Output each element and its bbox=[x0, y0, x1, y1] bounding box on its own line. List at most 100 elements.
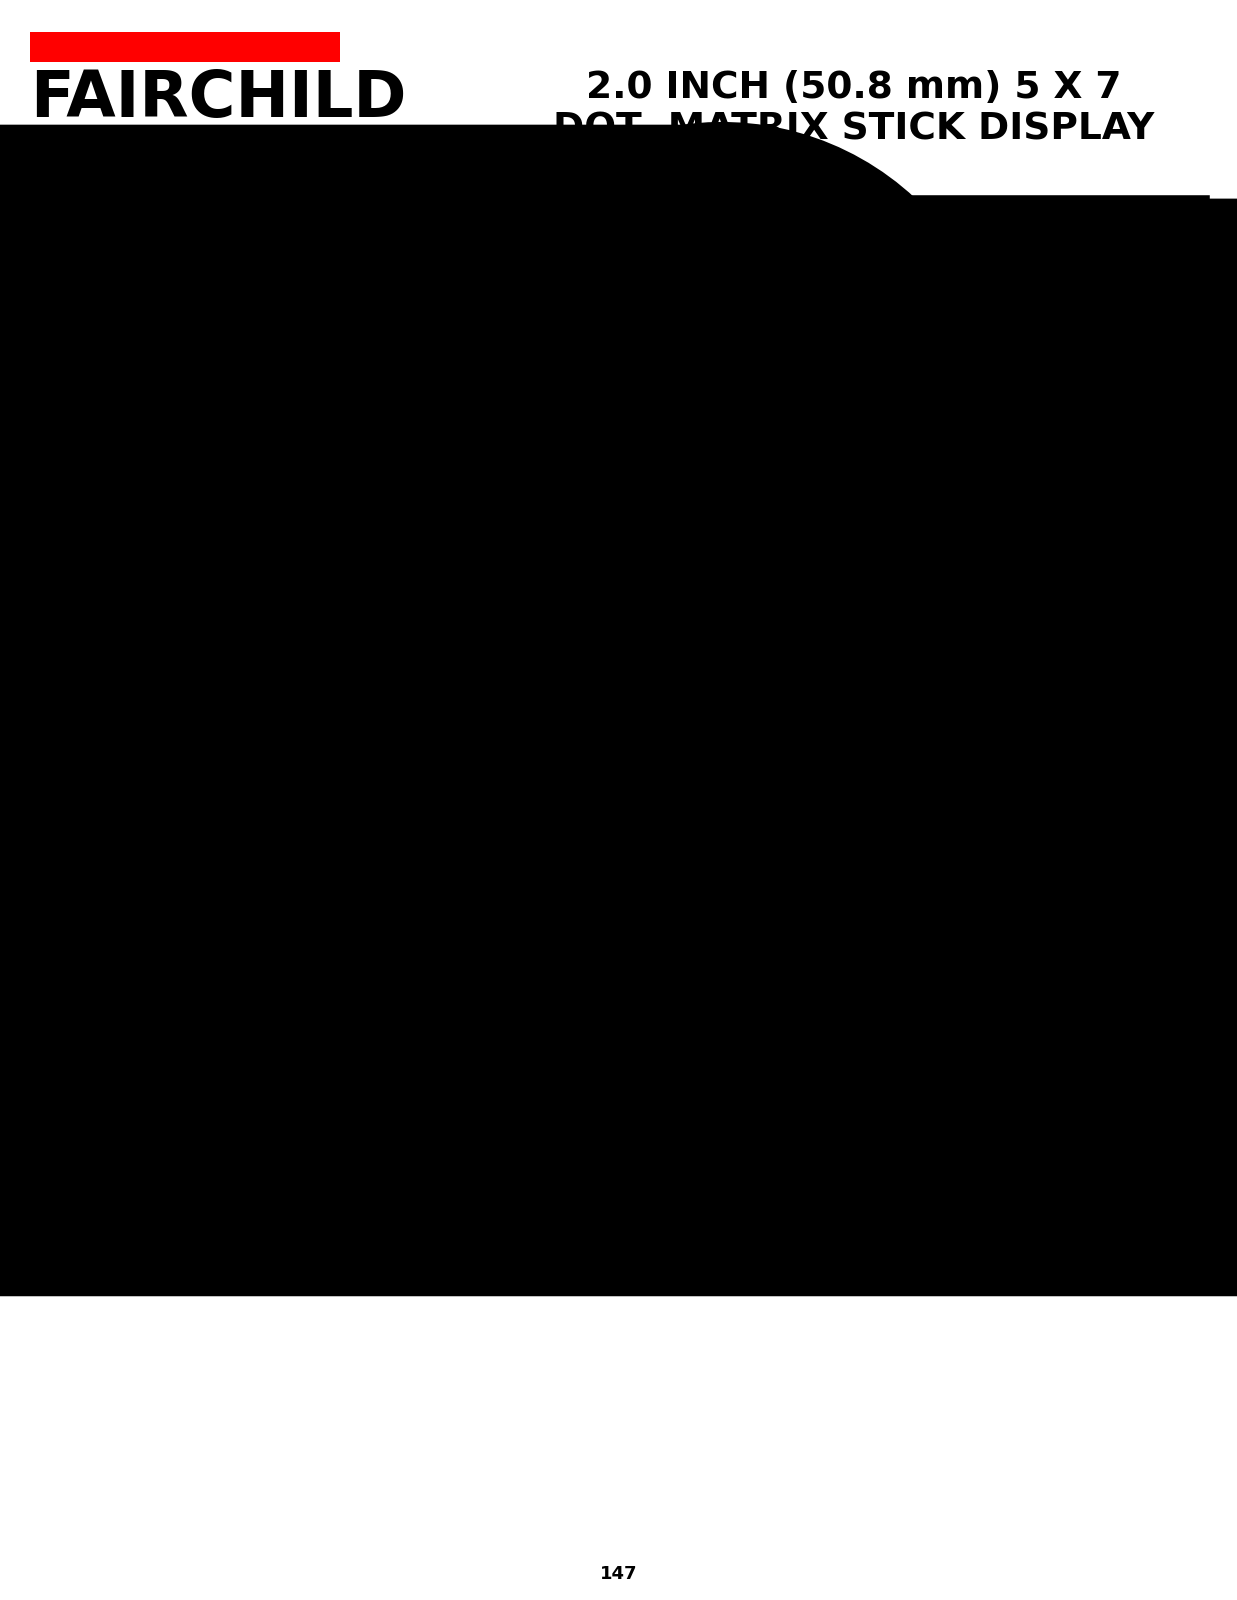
Text: Description: Description bbox=[720, 1026, 828, 1043]
Circle shape bbox=[87, 528, 108, 550]
Circle shape bbox=[119, 467, 141, 490]
Circle shape bbox=[186, 438, 207, 461]
Text: FEATURES: FEATURES bbox=[800, 510, 919, 530]
Circle shape bbox=[152, 438, 174, 461]
Text: AlGaAs Red: AlGaAs Red bbox=[440, 1086, 548, 1106]
Circle shape bbox=[152, 587, 174, 610]
Text: DOT  MATRIX STICK DISPLAY: DOT MATRIX STICK DISPLAY bbox=[553, 112, 1154, 149]
Text: 7.62 X 4: 7.62 X 4 bbox=[147, 670, 190, 680]
Text: 38.1 (1.5): 38.1 (1.5) bbox=[408, 534, 459, 544]
Circle shape bbox=[152, 498, 174, 520]
Text: MODEL NUMBER: MODEL NUMBER bbox=[30, 950, 285, 978]
Circle shape bbox=[87, 498, 108, 520]
Text: −8.5 (0.33): −8.5 (0.33) bbox=[395, 422, 455, 432]
Text: The GMX2275C  5 X 7, Single Hetero: The GMX2275C 5 X 7, Single Hetero bbox=[648, 366, 977, 382]
Text: 45.72 (1.80): 45.72 (1.80) bbox=[262, 541, 327, 550]
Bar bbox=[390, 531, 404, 546]
Text: GMC2275C: GMC2275C bbox=[145, 1086, 246, 1106]
Text: GMA2275C: GMA2275C bbox=[145, 1058, 246, 1075]
Circle shape bbox=[87, 438, 108, 461]
Text: Common anode row.: Common anode row. bbox=[720, 1058, 912, 1075]
Text: Bin: Bin bbox=[245, 658, 261, 667]
Circle shape bbox=[87, 467, 108, 490]
Circle shape bbox=[119, 618, 141, 640]
Text: Pin 1: Pin 1 bbox=[71, 710, 95, 720]
Text: PACKAGE  DIMENSIONS: PACKAGE DIMENSIONS bbox=[84, 325, 356, 346]
Circle shape bbox=[186, 528, 207, 550]
Bar bbox=[80, 430, 257, 648]
Circle shape bbox=[152, 558, 174, 579]
Circle shape bbox=[218, 498, 240, 520]
Bar bbox=[320, 483, 335, 496]
Text: Junction AlGaAs Red dotmatrix: Junction AlGaAs Red dotmatrix bbox=[648, 394, 927, 410]
Text: SEMICONDUCTOR: SEMICONDUCTOR bbox=[30, 162, 276, 186]
Text: 53.2 (2.09): 53.2 (2.09) bbox=[320, 656, 379, 666]
Bar bbox=[390, 483, 404, 496]
Text: 2.0" ( 50.8mm) character height.: 2.0" ( 50.8mm) character height. bbox=[648, 550, 946, 565]
Text: Date Code: Date Code bbox=[43, 658, 95, 667]
Text: 15.24 (0.60): 15.24 (0.60) bbox=[129, 779, 188, 789]
Circle shape bbox=[218, 467, 240, 490]
Text: NOTE:: NOTE: bbox=[30, 810, 73, 822]
Text: AlGaAs Red: AlGaAs Red bbox=[440, 1058, 548, 1075]
Bar bbox=[320, 581, 335, 595]
Text: 35 XØ5.0: 35 XØ5.0 bbox=[24, 522, 72, 531]
Text: High brightness and contrast: High brightness and contrast bbox=[648, 630, 913, 646]
Circle shape bbox=[186, 587, 207, 610]
Circle shape bbox=[186, 467, 207, 490]
Text: FAIRCHILD: FAIRCHILD bbox=[30, 67, 407, 130]
Circle shape bbox=[119, 438, 141, 461]
Text: All  pins are 0.6 (.02).: All pins are 0.6 (.02). bbox=[110, 846, 263, 859]
Circle shape bbox=[87, 587, 108, 610]
Text: 5 X 7 array with X-Y select.: 5 X 7 array with X-Y select. bbox=[648, 658, 891, 674]
Circle shape bbox=[186, 558, 207, 579]
Circle shape bbox=[87, 618, 108, 640]
Circle shape bbox=[119, 498, 141, 520]
Text: Part Number: Part Number bbox=[145, 1026, 265, 1043]
Text: GMX2275C: GMX2275C bbox=[130, 646, 189, 656]
Bar bbox=[30, 128, 294, 154]
Text: 2.54 X 6 =: 2.54 X 6 = bbox=[132, 766, 184, 778]
Circle shape bbox=[218, 618, 240, 640]
Circle shape bbox=[119, 528, 141, 550]
Circle shape bbox=[87, 558, 108, 579]
Bar bbox=[100, 646, 220, 670]
Text: (For other color options, contact your local area Sales Office): (For other color options, contact your l… bbox=[90, 1117, 666, 1134]
Circle shape bbox=[152, 528, 174, 550]
Text: AlGaAs Red GMC2275C: AlGaAs Red GMC2275C bbox=[903, 253, 1207, 277]
Circle shape bbox=[218, 528, 240, 550]
Circle shape bbox=[119, 587, 141, 610]
Text: 5.7 (0.22): 5.7 (0.22) bbox=[336, 670, 388, 680]
Text: Dimensions are in mm (inch).: Dimensions are in mm (inch). bbox=[110, 810, 317, 822]
Text: (0.20): (0.20) bbox=[41, 541, 72, 550]
Bar bbox=[320, 531, 335, 546]
Text: DESCRIPTION: DESCRIPTION bbox=[782, 325, 939, 346]
Text: Easy mounting on P.C. board.: Easy mounting on P.C. board. bbox=[648, 712, 913, 726]
Circle shape bbox=[218, 438, 240, 461]
Text: 38.4 (1.50): 38.4 (1.50) bbox=[140, 395, 198, 405]
Circle shape bbox=[186, 498, 207, 520]
Text: 147: 147 bbox=[600, 1565, 637, 1582]
Text: Common Cathode row.: Common Cathode row. bbox=[720, 1086, 931, 1106]
Text: X-Y stackable.: X-Y stackable. bbox=[648, 685, 773, 701]
Circle shape bbox=[186, 618, 207, 640]
Text: 7.62 X 6 =: 7.62 X 6 = bbox=[262, 522, 318, 531]
Text: segment color.: segment color. bbox=[648, 448, 781, 462]
Text: TM: TM bbox=[283, 162, 304, 174]
Circle shape bbox=[218, 587, 240, 610]
Text: Low power requirement.: Low power requirement. bbox=[648, 578, 871, 592]
Text: 2.0 INCH (50.8 mm) 5 X 7: 2.0 INCH (50.8 mm) 5 X 7 bbox=[586, 70, 1121, 106]
Bar bbox=[335, 440, 390, 638]
Circle shape bbox=[218, 558, 240, 579]
Text: Colour: Colour bbox=[440, 1026, 501, 1043]
Text: display. It has a grey face with neutral: display. It has a grey face with neutral bbox=[648, 421, 997, 435]
Text: 0.4 (0.016): 0.4 (0.016) bbox=[285, 443, 341, 454]
Bar bbox=[30, 32, 340, 62]
Text: Wide 130° viewing angle.: Wide 130° viewing angle. bbox=[648, 603, 878, 619]
Circle shape bbox=[119, 558, 141, 579]
Text: Tolerances are ± 0.26 (0.1) unless otherwise noted.: Tolerances are ± 0.26 (0.1) unless other… bbox=[110, 829, 474, 842]
Bar bbox=[390, 581, 404, 595]
Text: XXXXX      X: XXXXX X bbox=[131, 661, 189, 670]
Text: AlGaAs Red GMA2275C: AlGaAs Red GMA2275C bbox=[902, 218, 1207, 242]
Circle shape bbox=[152, 467, 174, 490]
